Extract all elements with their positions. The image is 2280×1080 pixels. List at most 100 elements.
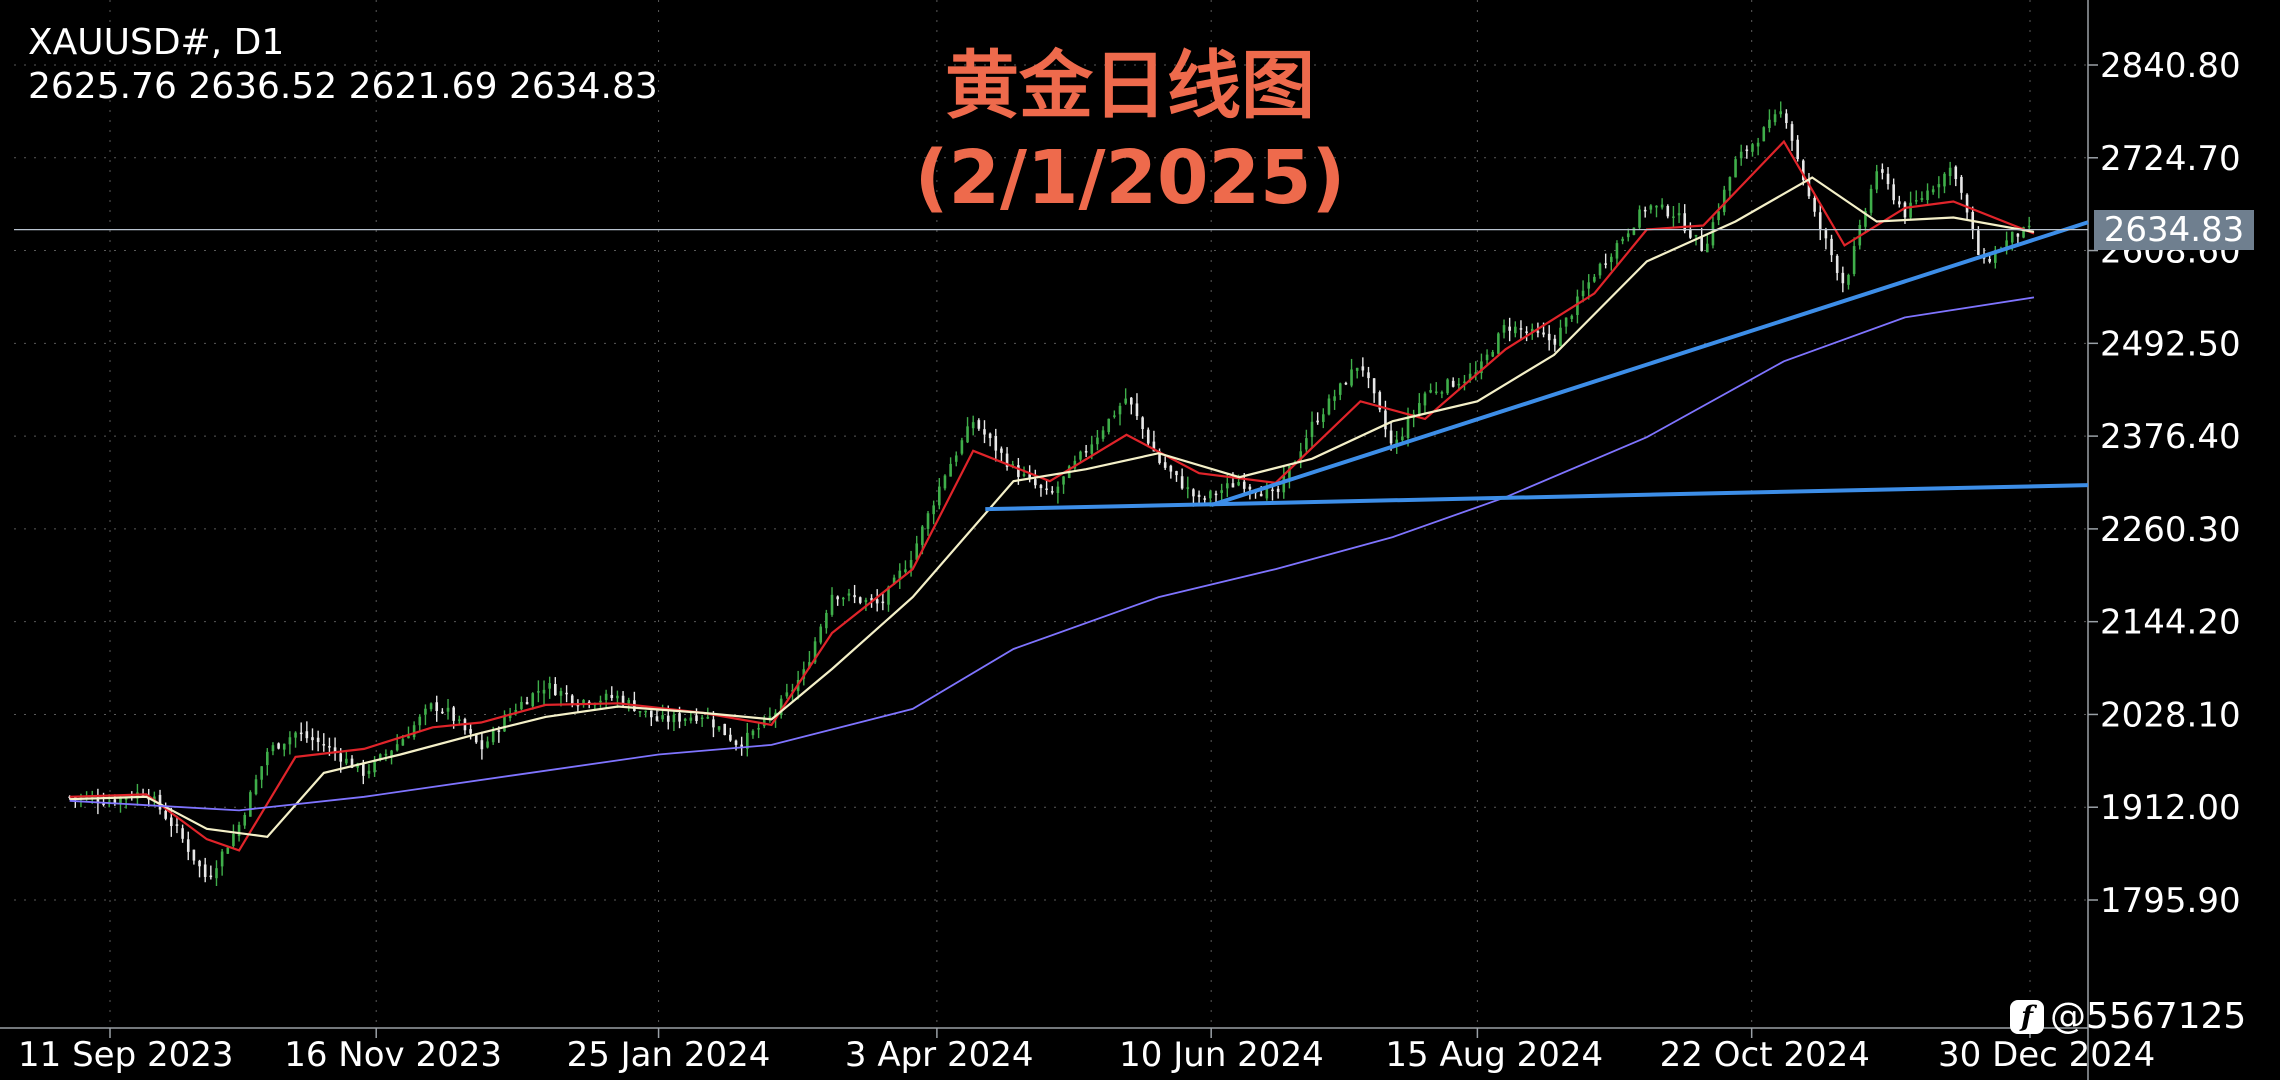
- candle-body: [1869, 188, 1873, 213]
- candle-body: [198, 860, 201, 867]
- candle-body: [2010, 231, 2014, 243]
- y-tick-label: 1912.00: [2100, 788, 2241, 828]
- candle-body: [1276, 488, 1280, 492]
- candle-body: [215, 868, 218, 879]
- moving-average-ma-mid: [69, 176, 2035, 838]
- candle-body: [582, 700, 585, 704]
- candle-body: [1299, 451, 1303, 461]
- candle-body: [1576, 296, 1579, 316]
- candle-body: [1440, 392, 1444, 394]
- candle-body: [220, 851, 224, 867]
- candle-body: [1559, 327, 1562, 347]
- candle-body: [1090, 444, 1094, 454]
- candle-body: [1807, 179, 1811, 197]
- candle-body: [237, 824, 241, 837]
- candle-body: [954, 455, 958, 462]
- candle-body: [576, 704, 580, 707]
- candle-body: [282, 743, 286, 750]
- candle-body: [904, 569, 907, 573]
- candle-body: [1034, 479, 1037, 486]
- candle-body: [1338, 383, 1342, 395]
- candle-body: [480, 740, 484, 750]
- candle-body: [328, 746, 331, 748]
- candle-body: [1118, 405, 1122, 415]
- candle-body: [1536, 331, 1540, 333]
- candle-body: [79, 796, 83, 799]
- candle-body: [1045, 488, 1048, 491]
- facebook-icon: f: [2010, 999, 2044, 1034]
- candle-body: [548, 683, 551, 689]
- candle-body: [983, 429, 986, 435]
- candle-body: [1079, 451, 1082, 460]
- candle-body: [1796, 139, 1799, 160]
- candle-body: [322, 744, 326, 746]
- candle-body: [898, 570, 902, 579]
- x-tick-label: 30 Dec 2024: [1938, 1035, 2155, 1075]
- candle-body: [712, 719, 715, 728]
- candle-body: [1745, 149, 1749, 152]
- candle-body: [1073, 460, 1077, 469]
- candle-body: [740, 744, 743, 749]
- candle-body: [1028, 474, 1031, 478]
- candle-body: [915, 543, 919, 560]
- candle-body: [1547, 333, 1551, 341]
- candle-body: [1429, 390, 1432, 393]
- candle-body: [1434, 391, 1438, 394]
- candle-body: [378, 754, 382, 760]
- candle-body: [695, 715, 698, 722]
- candle-body: [1226, 483, 1229, 489]
- candle-body: [1271, 489, 1274, 492]
- candle-body: [819, 626, 823, 643]
- candle-body: [1113, 415, 1116, 417]
- candle-body: [271, 745, 275, 752]
- candle-body: [254, 779, 258, 795]
- candle-body: [644, 710, 647, 713]
- candle-body: [424, 708, 427, 715]
- candle-body: [1649, 205, 1653, 210]
- candle-body: [666, 715, 670, 722]
- candle-body: [474, 734, 478, 743]
- candle-body: [1779, 111, 1783, 115]
- candle-body: [678, 713, 681, 722]
- candle-body: [729, 734, 732, 741]
- candle-body: [429, 703, 433, 710]
- candle-body: [1773, 114, 1777, 123]
- candle-body: [700, 717, 704, 720]
- candle-body: [1700, 236, 1703, 251]
- candle-body: [1361, 366, 1365, 371]
- candle-body: [1242, 481, 1246, 489]
- candle-body: [1994, 250, 1997, 263]
- candle-body: [1604, 263, 1607, 265]
- candle-body: [401, 739, 405, 746]
- candle-body: [1790, 124, 1794, 141]
- candle-body: [1310, 421, 1314, 437]
- candle-body: [1931, 189, 1935, 193]
- candle-body: [966, 426, 969, 443]
- candle-body: [554, 683, 557, 696]
- candle-body: [1000, 448, 1003, 453]
- candle-body: [1655, 205, 1658, 208]
- candle-body: [926, 513, 930, 529]
- candle-body: [542, 689, 546, 694]
- candle-body: [1598, 263, 1602, 276]
- candle-body: [791, 690, 794, 692]
- candle-body: [1101, 430, 1105, 439]
- candles: [68, 101, 2031, 887]
- candle-body: [1378, 392, 1382, 410]
- candle-body: [1401, 436, 1404, 441]
- candle-body: [1587, 282, 1591, 289]
- candle-body: [249, 792, 252, 817]
- ohlc-values: 2625.76 2636.52 2621.69 2634.83: [28, 66, 658, 107]
- candle-body: [1898, 201, 1901, 205]
- candle-body: [119, 797, 122, 805]
- candle-body: [1677, 213, 1681, 216]
- candle-body: [1643, 209, 1647, 212]
- candle-body: [757, 728, 760, 730]
- candle-body: [203, 864, 207, 877]
- candle-body: [175, 824, 179, 826]
- candle-body: [1508, 326, 1511, 331]
- candle-body: [469, 729, 472, 734]
- candle-body: [1152, 441, 1156, 452]
- candle-body: [932, 505, 935, 515]
- candle-body: [813, 641, 817, 663]
